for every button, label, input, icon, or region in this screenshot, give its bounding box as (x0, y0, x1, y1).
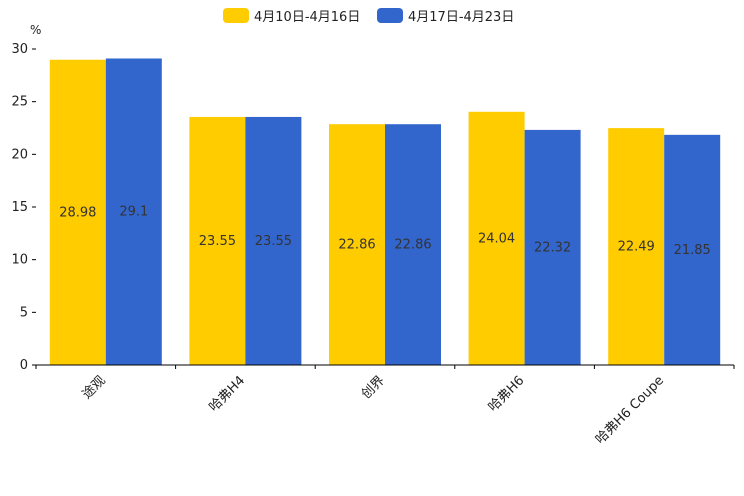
x-category-label: 哈弗H6 (486, 373, 528, 415)
data-label: 22.32 (534, 240, 571, 255)
bar-2-1[interactable] (105, 58, 162, 365)
data-label: 21.85 (674, 243, 711, 258)
legend[interactable]: 4月10日-4月16日 4月17日-4月23日 (223, 8, 514, 25)
y-tick-label: 0 (20, 358, 28, 373)
bars: 28.98 23.55 22.86 24.04 22.49 29.1 23.55 22.86 2… (49, 58, 721, 366)
bar-1-3[interactable] (329, 124, 385, 365)
bar-1-1[interactable] (49, 59, 106, 366)
data-label: 28.98 (59, 205, 96, 220)
x-axis: 途观 哈弗H4 创界 哈弗H6 哈弗H6 Coupe (35, 364, 735, 447)
y-tick-label: 25 (11, 95, 28, 110)
x-category-label: 哈弗H4 (206, 373, 248, 415)
y-tick-label: 30 (11, 42, 28, 57)
data-label: 23.55 (255, 234, 292, 249)
legend-item-1[interactable]: 4月10日-4月16日 (223, 8, 360, 25)
bar-1-2[interactable] (189, 116, 246, 365)
data-label: 24.04 (478, 231, 515, 246)
y-tick-label: 20 (11, 147, 28, 162)
y-tick-label: 5 (20, 305, 28, 320)
y-tick-label: 10 (11, 253, 28, 268)
data-label: 22.49 (618, 240, 655, 255)
bar-2-5[interactable] (664, 134, 721, 365)
data-label: 23.55 (199, 234, 236, 249)
legend-item-2[interactable]: 4月17日-4月23日 (377, 8, 514, 25)
x-category-label: 途观 (79, 373, 109, 403)
y-axis: 0 5 10 15 20 25 30 (11, 42, 36, 373)
y-tick-label: 15 (11, 200, 28, 215)
x-category-label: 创界 (359, 373, 388, 402)
data-label: 22.86 (338, 238, 375, 253)
bar-2-2[interactable] (245, 116, 302, 365)
legend-label: 4月10日-4月16日 (254, 10, 360, 25)
data-label: 22.86 (394, 238, 431, 253)
y-axis-unit-label: % (30, 23, 41, 37)
legend-label: 4月17日-4月23日 (408, 10, 514, 25)
x-category-label: 哈弗H6 Coupe (593, 373, 667, 447)
legend-swatch (377, 8, 403, 23)
bar-2-3[interactable] (385, 124, 441, 365)
bar-1-4[interactable] (468, 111, 525, 366)
legend-swatch (223, 8, 249, 23)
data-label: 29.1 (119, 205, 148, 220)
bar-2-4[interactable] (524, 129, 581, 365)
bar-1-5[interactable] (608, 128, 665, 365)
